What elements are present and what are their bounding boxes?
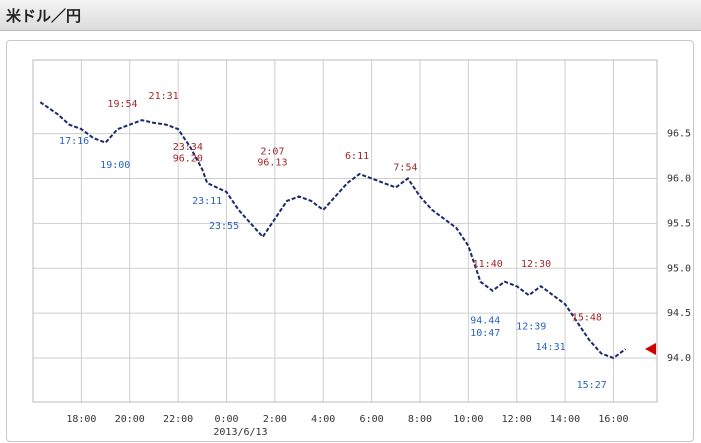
x-tick-label: 14:00 xyxy=(550,414,580,425)
annotation: 23:34 xyxy=(173,142,203,153)
annotation: 21:31 xyxy=(149,91,179,102)
annotation: 12:30 xyxy=(521,259,551,270)
y-tick-label: 96.0 xyxy=(667,173,691,184)
annotation: 15:27 xyxy=(577,380,607,391)
annotation: 7:54 xyxy=(393,163,417,174)
chart-panel xyxy=(6,40,694,442)
x-tick-label: 2:00 xyxy=(263,414,287,425)
annotation: 11:40 xyxy=(473,259,503,270)
x-tick-label: 20:00 xyxy=(115,414,145,425)
date-label: 2013/6/13 xyxy=(213,427,267,438)
x-tick-label: 4:00 xyxy=(311,414,335,425)
x-tick-label: 18:00 xyxy=(66,414,96,425)
header: 米ドル／円 xyxy=(0,0,701,31)
annotation: 14:31 xyxy=(536,342,566,353)
y-tick-label: 94.5 xyxy=(667,308,691,319)
annotation: 19:54 xyxy=(107,99,137,110)
annotation: 6:11 xyxy=(345,151,369,162)
x-tick-label: 8:00 xyxy=(408,414,432,425)
annotation: 17:16 xyxy=(59,136,89,147)
annotation: 96.20 xyxy=(173,154,203,165)
title: 米ドル／円 xyxy=(6,7,82,25)
y-tick-label: 96.5 xyxy=(667,129,691,140)
current-marker xyxy=(645,343,656,356)
y-tick-label: 94.0 xyxy=(667,353,691,364)
annotation: 10:47 xyxy=(470,328,500,339)
annotation: 94.44 xyxy=(470,315,500,326)
annotation: 2:07 xyxy=(260,147,284,158)
annotation: 23:55 xyxy=(209,221,239,232)
annotation: 15:48 xyxy=(572,313,602,324)
x-tick-label: 10:00 xyxy=(453,414,483,425)
x-tick-label: 22:00 xyxy=(163,414,193,425)
x-tick-label: 12:00 xyxy=(502,414,532,425)
y-tick-label: 95.5 xyxy=(667,218,691,229)
x-tick-label: 0:00 xyxy=(214,414,238,425)
annotation: 96.13 xyxy=(257,157,287,168)
plot-frame xyxy=(32,59,658,403)
annotation: 12:39 xyxy=(516,322,546,333)
x-tick-label: 6:00 xyxy=(360,414,384,425)
annotation: 23:11 xyxy=(192,196,222,207)
x-tick-label: 16:00 xyxy=(598,414,628,425)
annotation: 19:00 xyxy=(100,160,130,171)
y-tick-label: 95.0 xyxy=(667,263,691,274)
price-line xyxy=(39,101,627,360)
